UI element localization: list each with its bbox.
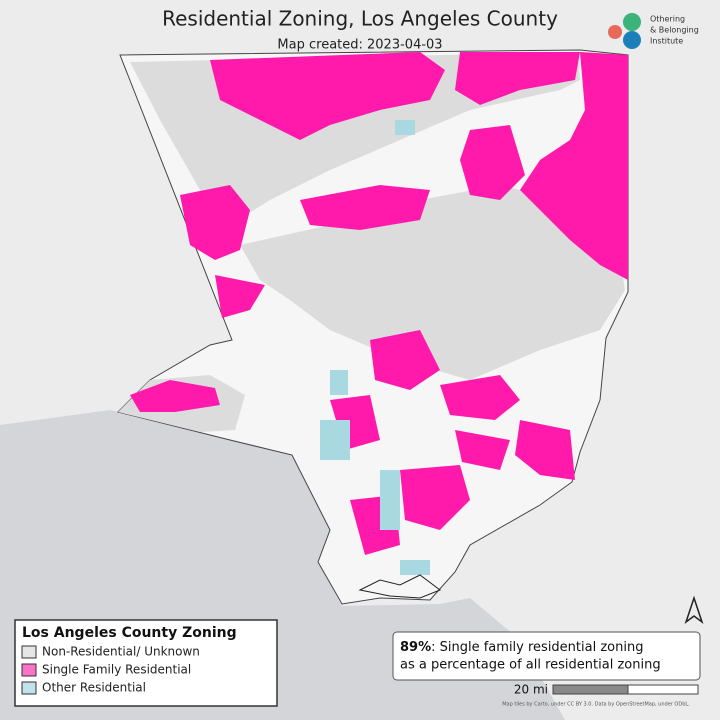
scale-bar: 20 mi bbox=[514, 683, 699, 697]
legend-label: Non-Residential/ Unknown bbox=[42, 645, 200, 659]
logo-circle bbox=[608, 25, 622, 39]
scale-segment bbox=[627, 684, 699, 695]
legend-box bbox=[14, 619, 278, 707]
map-subtitle: Map created: 2023-04-03 bbox=[277, 38, 442, 53]
stat-box-frame bbox=[392, 631, 701, 681]
attribution: Map tiles by Carto, under CC BY 3.0. Dat… bbox=[502, 702, 690, 708]
port-outline bbox=[358, 574, 442, 599]
legend-swatch bbox=[21, 663, 37, 677]
legend-swatch bbox=[21, 645, 37, 659]
north-arrow bbox=[684, 595, 704, 625]
scale-label: 20 mi bbox=[514, 683, 548, 697]
forest-region bbox=[240, 185, 625, 380]
legend-title: Los Angeles County Zoning bbox=[22, 625, 237, 641]
logo-circle bbox=[623, 31, 641, 49]
logo-text: & Belonging bbox=[650, 26, 699, 35]
map-title: Residential Zoning, Los Angeles County bbox=[162, 7, 558, 31]
stat-box: 89%: Single family residential zoning as… bbox=[392, 631, 701, 681]
logo-text: Institute bbox=[650, 37, 683, 46]
logo-text: Othering bbox=[650, 15, 685, 24]
north-arrow-shape bbox=[684, 595, 704, 625]
legend-label: Single Family Residential bbox=[42, 663, 191, 677]
legend: Los Angeles County Zoning Non-Residentia… bbox=[14, 619, 278, 707]
logo: Othering & Belonging Institute bbox=[608, 13, 699, 49]
scale-segment bbox=[552, 684, 629, 695]
stat-text: : Single family residential zoning bbox=[431, 640, 643, 655]
single-family-areas bbox=[130, 52, 628, 555]
legend-label: Other Residential bbox=[42, 681, 146, 695]
stat-text: as a percentage of all residential zonin… bbox=[400, 658, 661, 673]
other-residential-areas bbox=[320, 120, 430, 575]
stat-value: 89% bbox=[400, 640, 431, 655]
logo-circle bbox=[623, 13, 641, 31]
stat-line: 89%: Single family residential zoning bbox=[400, 640, 643, 655]
legend-swatch bbox=[21, 681, 37, 695]
